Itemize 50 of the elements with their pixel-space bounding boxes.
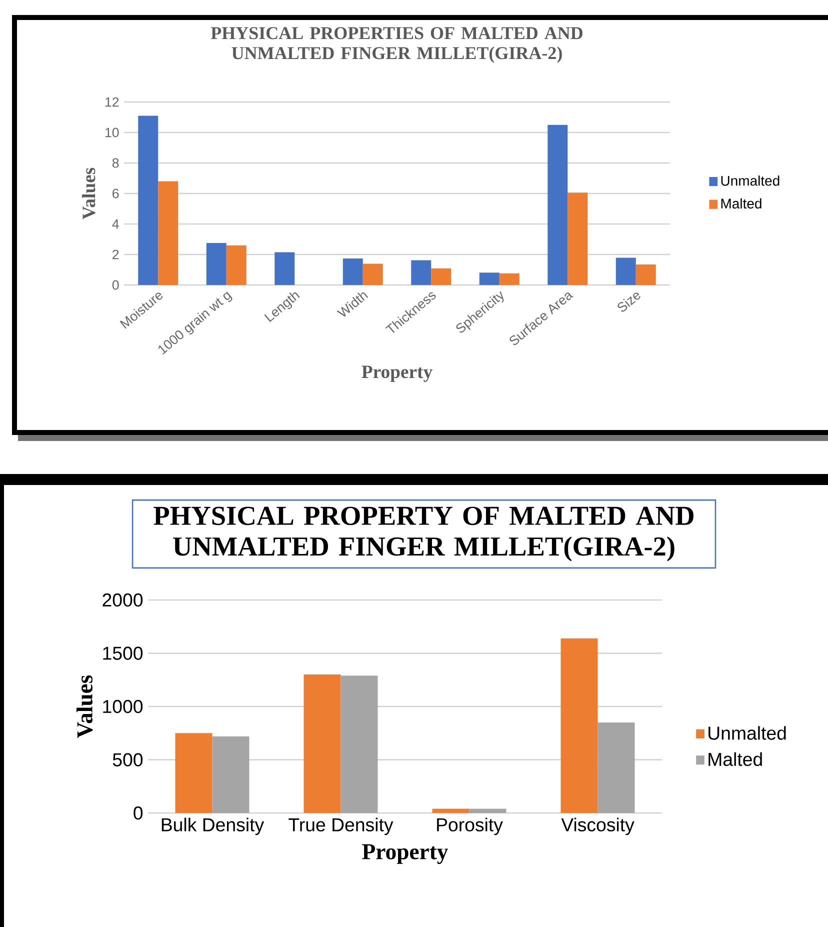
y-tick-label: 2000 bbox=[102, 593, 143, 607]
x-axis-title: Property bbox=[362, 366, 432, 382]
bar bbox=[138, 116, 158, 285]
legend-label: Malted bbox=[708, 752, 762, 766]
bar bbox=[304, 674, 341, 813]
y-tick-label: 1000 bbox=[103, 700, 143, 714]
bar bbox=[431, 268, 452, 285]
bar bbox=[560, 638, 598, 813]
bar bbox=[274, 252, 295, 285]
legend-label: Malted bbox=[721, 198, 762, 209]
bar bbox=[479, 272, 500, 285]
bar bbox=[158, 181, 178, 285]
bar bbox=[362, 264, 383, 285]
bar bbox=[342, 258, 363, 285]
y-tick-label: 0 bbox=[112, 280, 119, 290]
x-tick-label: Size bbox=[618, 292, 640, 312]
bar bbox=[212, 736, 250, 813]
bar bbox=[499, 273, 520, 285]
x-tick-label: True Density bbox=[288, 818, 394, 836]
bar bbox=[616, 258, 636, 285]
bar bbox=[432, 808, 470, 813]
chart-title: PHYSICAL PROPERTIES OF MALTED AND UNMALTED FINGER MILLET(GIRA-2) bbox=[210, 27, 582, 63]
chart-title: PHYSICAL PROPERTY OF MALTED AND UNMALTED FINGER MILLET(GIRA-2) bbox=[154, 506, 694, 562]
y-tick-label: 1500 bbox=[103, 646, 143, 660]
x-axis-title: Property bbox=[362, 844, 448, 864]
legend-label: Unmalted bbox=[721, 175, 780, 186]
bar bbox=[548, 124, 568, 285]
y-tick-label: 0 bbox=[134, 806, 143, 820]
y-tick-label: 8 bbox=[112, 158, 119, 168]
x-tick-label: Porosity bbox=[437, 818, 503, 836]
y-tick-label: 12 bbox=[105, 97, 119, 107]
bar bbox=[206, 243, 226, 285]
y-tick-label: 500 bbox=[112, 753, 143, 766]
bar bbox=[469, 808, 506, 813]
y-tick-label: 10 bbox=[105, 128, 119, 138]
y-axis-title: Values bbox=[76, 675, 93, 738]
bar bbox=[568, 192, 588, 285]
legend-label: Unmalted bbox=[708, 726, 786, 740]
y-tick-label: 6 bbox=[112, 188, 119, 198]
bar bbox=[226, 245, 246, 285]
y-tick-label: 2 bbox=[112, 250, 119, 260]
x-tick-label: Bulk Density bbox=[162, 818, 264, 836]
x-tick-label: Viscosity bbox=[561, 818, 634, 836]
bar bbox=[340, 676, 378, 813]
bar bbox=[411, 260, 432, 285]
y-axis-title: Values bbox=[82, 168, 96, 220]
bar bbox=[598, 722, 635, 813]
bar bbox=[175, 733, 212, 813]
y-tick-label: 4 bbox=[112, 219, 119, 229]
bar bbox=[636, 264, 656, 285]
